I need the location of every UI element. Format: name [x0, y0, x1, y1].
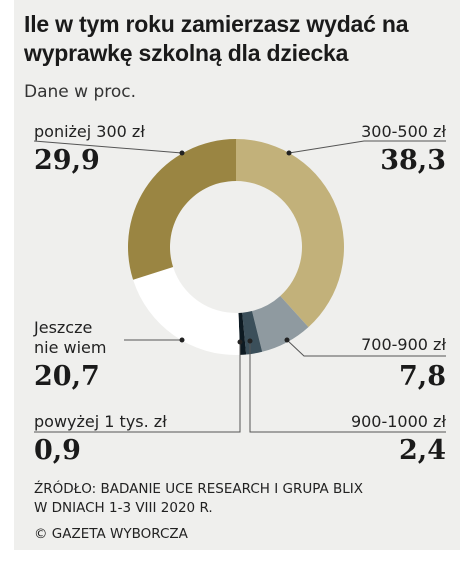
leader-dot-1 [284, 337, 290, 343]
label-powyzej-1-tys: powyżej 1 tys. zł [34, 412, 167, 431]
chart-title: Ile w tym roku zamierzasz wydać na wypra… [24, 11, 409, 66]
value-powyzej-1-tys: 0,9 [34, 435, 81, 466]
label-700-900: 700-900 zł [361, 335, 446, 354]
leader-line-0 [288, 140, 446, 154]
value-700-900: 7,8 [399, 361, 446, 392]
leader-dot-0 [286, 150, 292, 156]
label-900-1000: 900-1000 zł [350, 412, 446, 431]
chart-copyright: © GAZETA WYBORCZA [34, 526, 188, 542]
chart-card: Ile w tym roku zamierzasz wydać na wypra… [14, 0, 460, 550]
label-300-500: 300-500 zł [361, 122, 446, 141]
chart-source: ŹRÓDŁO: BADANIE UCE RESEARCH I GRUPA BLI… [34, 481, 364, 516]
leader-line-1 [286, 339, 446, 357]
leader-line-2 [249, 341, 446, 433]
label-nie-wiem: Jeszcze nie wiem [34, 318, 107, 357]
leader-dot-4 [179, 337, 185, 343]
value-ponizej-300: 29,9 [34, 145, 100, 176]
value-nie-wiem: 20,7 [34, 361, 100, 392]
leader-dot-3 [237, 339, 243, 345]
value-900-1000: 2,4 [399, 435, 446, 466]
chart-subtitle: Dane w proc. [24, 82, 137, 102]
donut-slice-5 [128, 139, 236, 280]
leader-dot-5 [179, 150, 185, 156]
leader-line-5 [33, 140, 183, 154]
donut-slice-4 [133, 267, 241, 355]
donut-slice-0 [236, 139, 345, 328]
leader-dot-2 [247, 338, 253, 344]
leader-line-3 [34, 342, 241, 433]
label-ponizej-300: poniżej 300 zł [34, 122, 145, 141]
donut-slice-2 [242, 311, 263, 355]
value-300-500: 38,3 [380, 145, 446, 176]
donut-slice-1 [252, 295, 309, 352]
donut-chart [33, 139, 446, 433]
